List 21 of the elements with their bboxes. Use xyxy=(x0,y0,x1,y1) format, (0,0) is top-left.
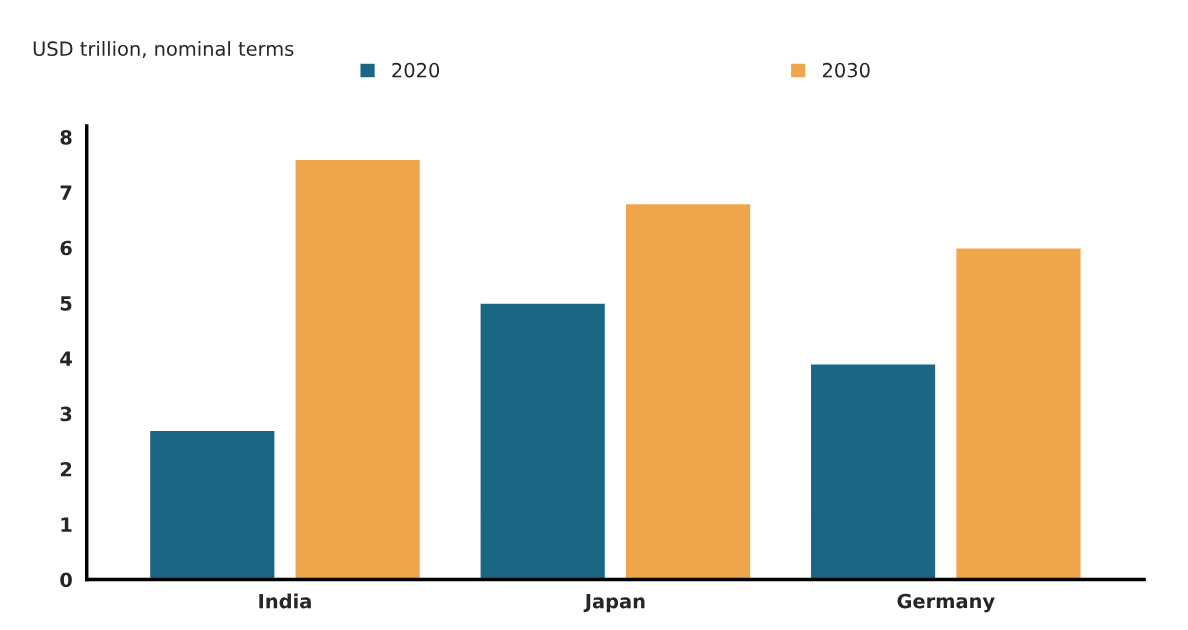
y-tick-label: 3 xyxy=(60,406,72,422)
y-axis-title: USD trillion, nominal terms xyxy=(33,40,294,59)
y-tick-label: 7 xyxy=(60,185,72,200)
y-tick-label: 8 xyxy=(60,130,72,145)
bar xyxy=(294,158,422,580)
x-tick-label: Japan xyxy=(583,594,645,613)
bar xyxy=(624,202,752,580)
bar xyxy=(955,247,1082,580)
legend-label: 2020 xyxy=(392,62,440,78)
y-tick-label: 5 xyxy=(60,296,72,311)
bar xyxy=(479,302,607,580)
y-tick-label: 4 xyxy=(60,351,72,366)
legend-label: 2030 xyxy=(822,62,870,78)
y-tick-label: 0 xyxy=(60,572,72,588)
bar xyxy=(809,363,937,580)
x-tick-label: India xyxy=(259,593,311,609)
y-tick-label: 6 xyxy=(60,240,72,256)
y-tick-label: 1 xyxy=(61,517,72,532)
bar xyxy=(148,429,276,580)
y-tick-label: 2 xyxy=(60,461,72,477)
x-tick-label: Germany xyxy=(897,593,995,613)
